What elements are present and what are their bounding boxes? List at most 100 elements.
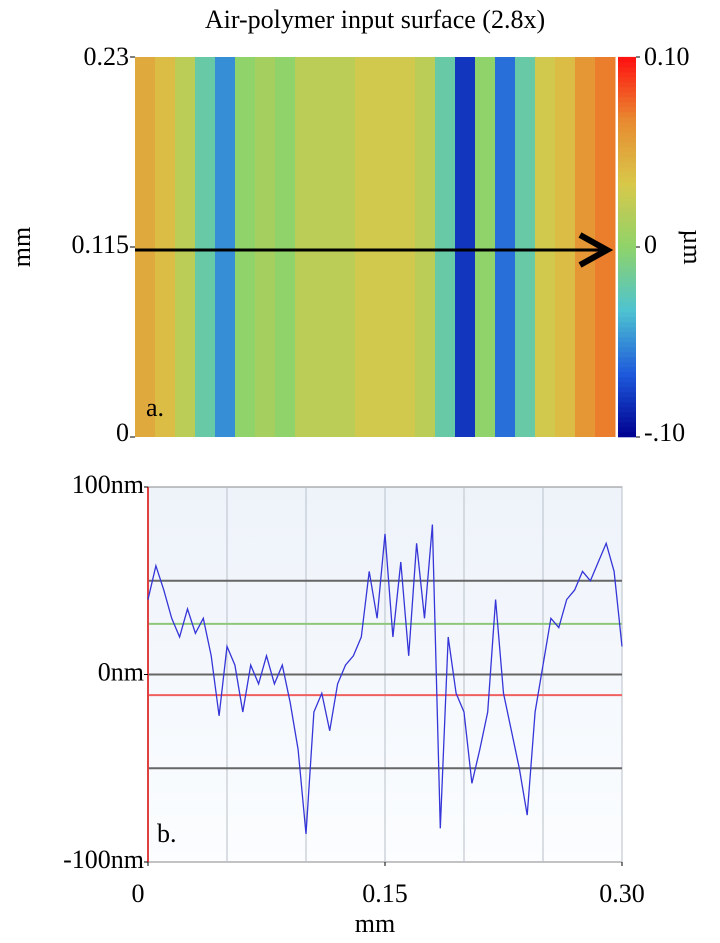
heatmap-column [515, 57, 536, 437]
colorbar-step [618, 106, 636, 113]
y-tick-label: 0.23 [84, 42, 130, 71]
x-tick-label: 0 [132, 879, 145, 908]
colorbar-tick-label: 0 [644, 230, 657, 259]
y-tick-label: 0nm [98, 657, 144, 686]
colorbar-tick-label: 0.10 [644, 42, 690, 71]
colorbar-step [618, 271, 636, 278]
colorbar-step [618, 296, 636, 303]
heatmap-column [435, 57, 456, 437]
colorbar-step [618, 421, 636, 428]
heatmap-column [455, 57, 476, 437]
y-axis-label: mm [7, 227, 36, 267]
colorbar-step [618, 301, 636, 308]
profile-panel: -100nm 0nm 100nm 0 0.15 0.30 b. [63, 470, 645, 908]
x-tick-label: 0.30 [599, 879, 645, 908]
x-axis-label: mm [355, 909, 395, 938]
heatmap-column [475, 57, 496, 437]
colorbar-step [618, 426, 636, 433]
colorbar-step [618, 191, 636, 198]
heatmap-column [555, 57, 576, 437]
colorbar-step [618, 211, 636, 218]
colorbar-step [618, 156, 636, 163]
y-tick-label: -100nm [63, 845, 144, 874]
colorbar-step [618, 276, 636, 283]
heatmap-panel: a. 0 0.115 0.23 -.10 0 0.10 [71, 42, 689, 447]
heatmap-column [395, 57, 416, 437]
colorbar-step [618, 331, 636, 338]
colorbar-step [618, 121, 636, 128]
colorbar-step [618, 71, 636, 78]
colorbar-step [618, 236, 636, 243]
colorbar-step [618, 431, 636, 438]
y-tick-label: 0.115 [71, 230, 129, 259]
colorbar-step [618, 116, 636, 123]
colorbar-step [618, 371, 636, 378]
colorbar-step [618, 356, 636, 363]
colorbar-step [618, 411, 636, 418]
colorbar-step [618, 336, 636, 343]
panel-label: b. [157, 819, 177, 848]
heatmap-column [355, 57, 376, 437]
colorbar-step [618, 181, 636, 188]
colorbar-step [618, 251, 636, 258]
colorbar-step [618, 151, 636, 158]
colorbar-step [618, 376, 636, 383]
colorbar-step [618, 196, 636, 203]
colorbar-step [618, 241, 636, 248]
colorbar-step [618, 206, 636, 213]
y-tick-label: 100nm [72, 470, 144, 499]
colorbar-step [618, 61, 636, 68]
colorbar-step [618, 286, 636, 293]
heatmap-column [195, 57, 216, 437]
colorbar-step [618, 176, 636, 183]
colorbar-label: µm [678, 229, 707, 264]
colorbar-step [618, 146, 636, 153]
heatmap-column [295, 57, 316, 437]
heatmap-column [135, 57, 156, 437]
colorbar-step [618, 201, 636, 208]
colorbar-step [618, 246, 636, 253]
colorbar-step [618, 326, 636, 333]
colorbar-step [618, 341, 636, 348]
colorbar-step [618, 221, 636, 228]
colorbar-step [618, 171, 636, 178]
colorbar-step [618, 321, 636, 328]
profile-line [147, 524, 623, 834]
heatmap-column [415, 57, 436, 437]
colorbar-step [618, 131, 636, 138]
heatmap-column [215, 57, 236, 437]
colorbar-step [618, 81, 636, 88]
colorbar-step [618, 346, 636, 353]
colorbar-step [618, 76, 636, 83]
heatmap-column [155, 57, 176, 437]
heatmap-column [255, 57, 276, 437]
heatmap-column [575, 57, 596, 437]
heatmap-column [235, 57, 256, 437]
colorbar-step [618, 216, 636, 223]
colorbar-step [618, 386, 636, 393]
colorbar-step [618, 281, 636, 288]
colorbar-step [618, 66, 636, 73]
colorbar-step [618, 391, 636, 398]
colorbar-step [618, 166, 636, 173]
colorbar-step [618, 351, 636, 358]
colorbar-step [618, 111, 636, 118]
colorbar-step [618, 306, 636, 313]
colorbar-step [618, 86, 636, 93]
colorbar-step [618, 361, 636, 368]
heatmap-column [275, 57, 296, 437]
colorbar-step [618, 256, 636, 263]
heatmap-column [315, 57, 336, 437]
colorbar-step [618, 396, 636, 403]
heatmap-column [595, 57, 616, 437]
colorbar-step [618, 101, 636, 108]
colorbar-step [618, 96, 636, 103]
colorbar-step [618, 406, 636, 413]
chart-title: Air-polymer input surface (2.8x) [205, 5, 545, 34]
colorbar-step [618, 316, 636, 323]
colorbar-step [618, 261, 636, 268]
colorbar-step [618, 266, 636, 273]
colorbar-step [618, 231, 636, 238]
heatmap-column [535, 57, 556, 437]
